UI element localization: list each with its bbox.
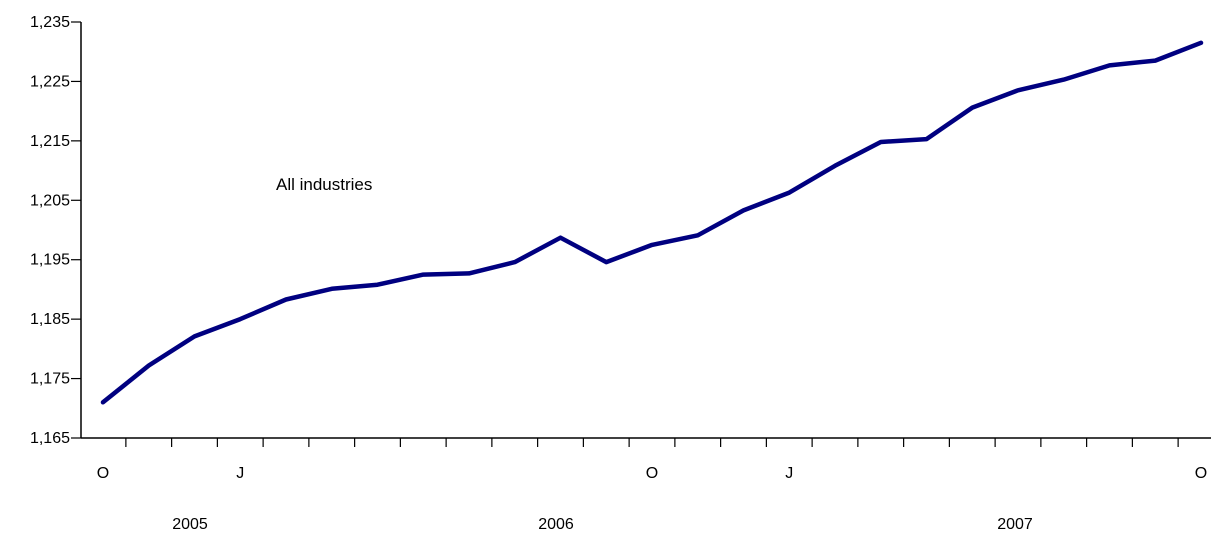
x-tick-label: O [646,465,658,482]
y-tick-label: 1,165 [30,430,70,447]
x-tick-label: O [1195,465,1207,482]
y-tick-label: 1,205 [30,192,70,209]
year-label: 2005 [172,516,208,533]
series-line [100,40,1204,405]
x-tick-label: O [97,465,109,482]
y-tick-label: 1,225 [30,73,70,90]
year-label: 2006 [538,516,574,533]
x-tick-label: J [236,465,244,482]
y-tick-label: 1,175 [30,371,70,388]
y-axis: 1,235 1,225 1,215 1,205 1,195 1,185 1,175 1,165 [30,14,82,447]
year-label: 2007 [997,516,1033,533]
y-tick-label: 1,185 [30,311,70,328]
annotation-all-industries: All industries [276,175,372,194]
y-tick-label: 1,235 [30,14,70,31]
y-tick-label: 1,195 [30,252,70,269]
x-tick-label: J [785,465,793,482]
x-axis: O J O J O 2005 2006 2007 [81,437,1211,533]
series-group [100,40,1204,405]
y-tick-label: 1,215 [30,133,70,150]
